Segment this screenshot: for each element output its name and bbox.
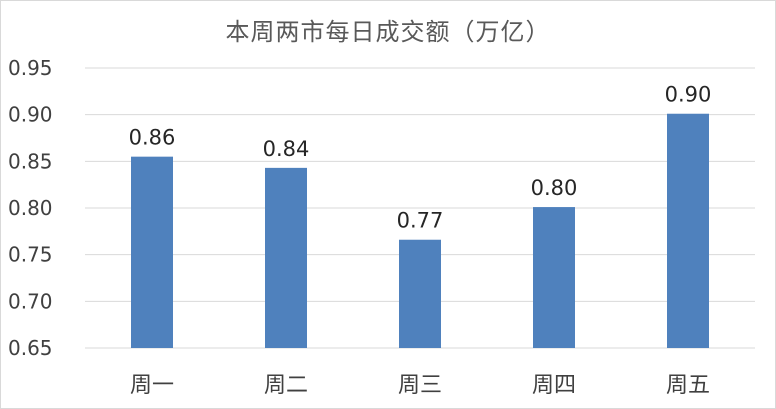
data-labels: 0.86 0.84 0.77 0.80 0.90 [129,83,712,233]
y-tick-label: 0.80 [8,196,53,220]
bar [667,113,709,348]
y-tick-label: 0.70 [8,289,53,313]
y-tick-label: 0.65 [8,336,53,360]
x-category-label: 周五 [666,373,710,398]
y-tick-label: 0.90 [8,103,53,127]
x-category-label: 周二 [264,373,308,398]
bar [131,156,173,348]
chart-title: 本周两市每日成交额（万亿） [225,18,551,46]
y-axis-tick-labels: 0.65 0.70 0.75 0.80 0.85 0.90 0.95 [8,56,53,360]
bar [533,207,575,348]
y-tick-label: 0.75 [8,243,53,267]
y-tick-label: 0.95 [8,56,53,80]
x-axis-category-labels: 周一 周二 周三 周四 周五 [130,373,710,398]
x-category-label: 周四 [532,373,576,398]
bars [131,113,709,348]
x-category-label: 周三 [398,373,442,398]
data-label: 0.86 [129,126,176,150]
y-tick-label: 0.85 [8,149,53,173]
data-label: 0.84 [263,137,310,161]
data-label: 0.77 [397,209,444,233]
bar [399,239,441,348]
data-label: 0.90 [665,83,712,107]
data-label: 0.80 [531,176,578,200]
x-category-label: 周一 [130,373,174,398]
bar [265,167,307,348]
